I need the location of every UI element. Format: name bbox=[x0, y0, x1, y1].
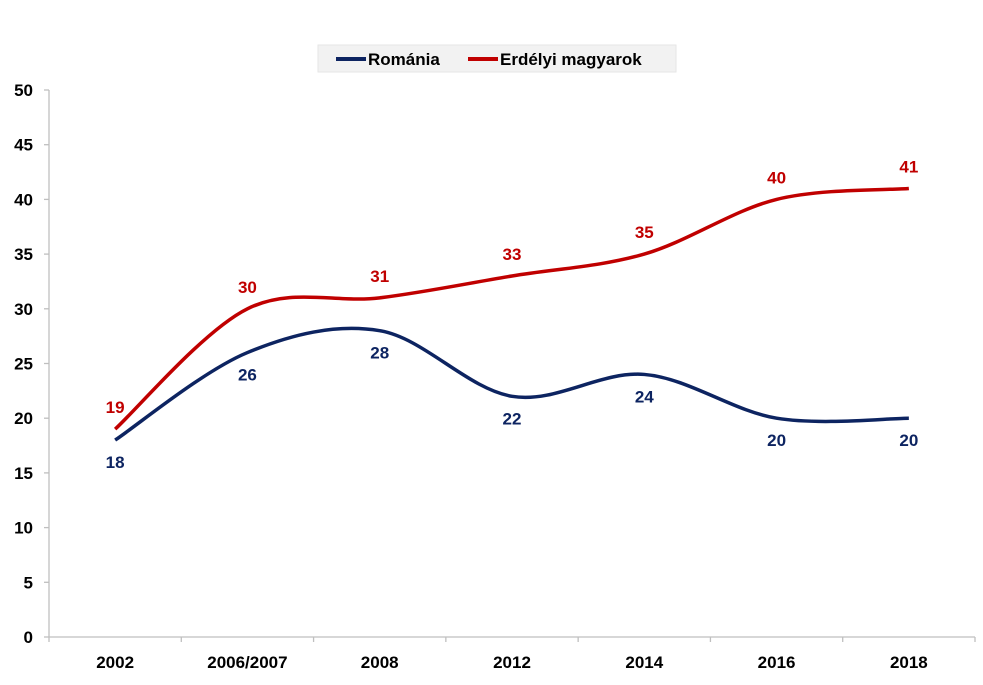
data-label: 20 bbox=[767, 431, 786, 450]
data-label: 24 bbox=[635, 387, 654, 406]
y-tick-label: 0 bbox=[24, 628, 33, 647]
data-label: 20 bbox=[899, 431, 918, 450]
y-tick-label: 50 bbox=[14, 81, 33, 100]
series-line-1 bbox=[113, 186, 910, 431]
y-tick-label: 25 bbox=[14, 355, 33, 374]
data-label: 19 bbox=[106, 398, 125, 417]
x-tick-label: 2006/2007 bbox=[207, 653, 287, 672]
data-label: 26 bbox=[238, 366, 257, 385]
legend-label-erdelyi-magyarok: Erdélyi magyarok bbox=[500, 50, 642, 69]
y-tick-label: 40 bbox=[14, 190, 33, 209]
y-tick-label: 10 bbox=[14, 519, 33, 538]
series-line-0 bbox=[114, 326, 909, 442]
x-tick-label: 2016 bbox=[758, 653, 796, 672]
data-label: 22 bbox=[503, 409, 522, 428]
x-tick-label: 2014 bbox=[625, 653, 663, 672]
y-tick-label: 35 bbox=[14, 245, 33, 264]
data-label: 28 bbox=[370, 344, 389, 363]
data-label: 31 bbox=[370, 267, 389, 286]
x-tick-label: 2012 bbox=[493, 653, 531, 672]
x-tick-label: 2018 bbox=[890, 653, 928, 672]
data-label: 30 bbox=[238, 278, 257, 297]
y-tick-label: 20 bbox=[14, 409, 33, 428]
y-tick-label: 30 bbox=[14, 300, 33, 319]
y-tick-label: 15 bbox=[14, 464, 33, 483]
y-tick-label: 45 bbox=[14, 136, 33, 155]
x-tick-label: 2002 bbox=[96, 653, 134, 672]
data-label: 41 bbox=[899, 157, 918, 176]
x-tick-label: 2008 bbox=[361, 653, 399, 672]
data-label: 40 bbox=[767, 168, 786, 187]
y-tick-label: 5 bbox=[24, 573, 33, 592]
data-label: 33 bbox=[503, 245, 522, 264]
data-label: 18 bbox=[106, 453, 125, 472]
legend: Románia Erdélyi magyarok bbox=[317, 44, 677, 73]
legend-label-romania: Románia bbox=[368, 50, 440, 69]
data-label: 35 bbox=[635, 223, 654, 242]
